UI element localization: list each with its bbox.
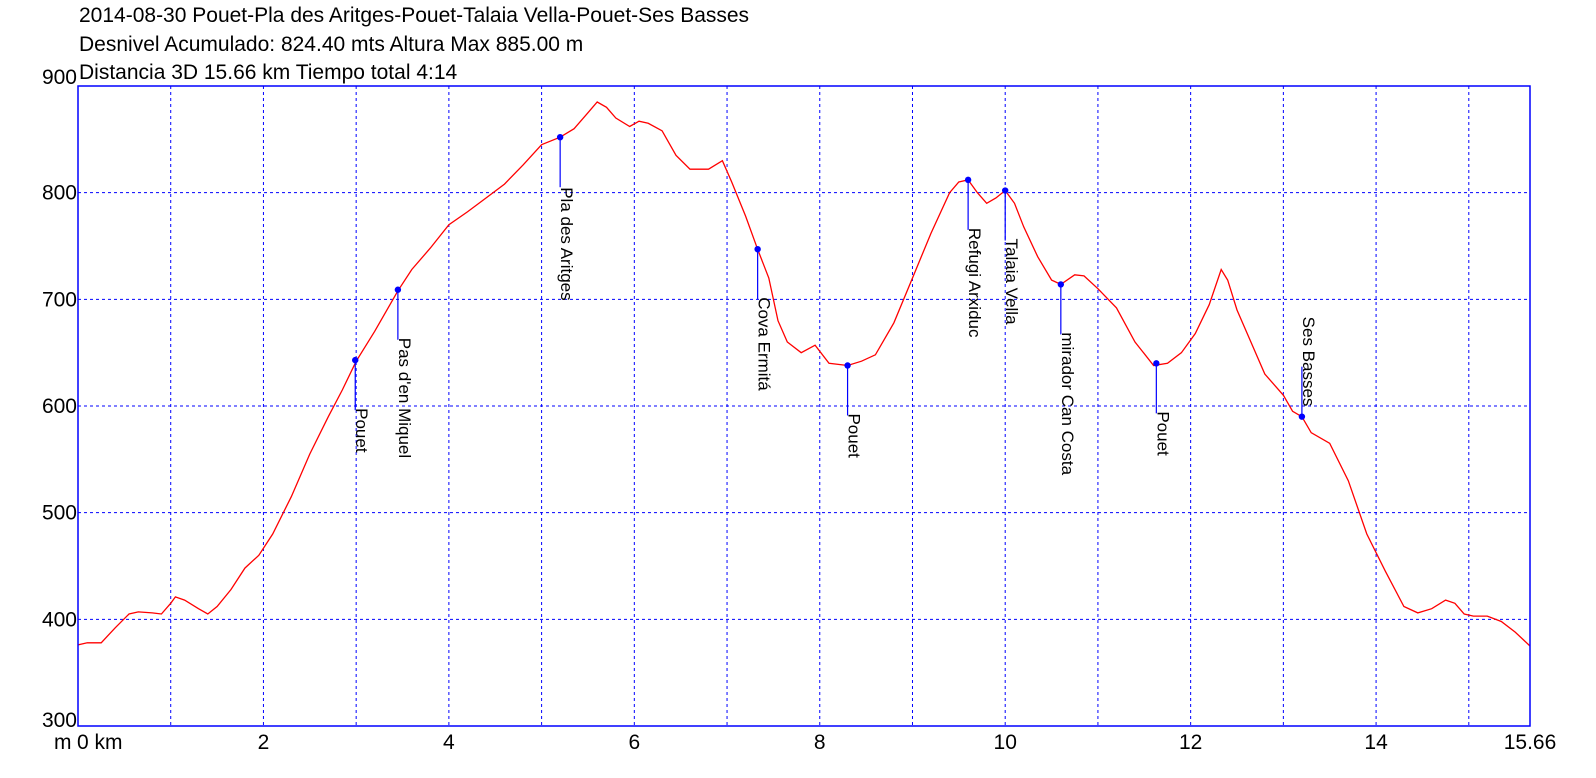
- waypoint-marker: [394, 286, 402, 293]
- x-tick-label: 2: [258, 731, 270, 754]
- x-tick-label: 4: [443, 731, 455, 754]
- elevation-summary: Desnivel Acumulado: 824.40 mts Altura Ma…: [79, 33, 584, 56]
- waypoint-markers: Pouet Pas d'en Miquel Pla des Aritges Cova …: [352, 134, 1318, 476]
- waypoint-label: Talaia Vella: [1002, 239, 1021, 326]
- y-tick-label: 500: [42, 502, 77, 525]
- waypoint-label: Pas d'en Miquel: [395, 338, 414, 458]
- x-tick-label: 12: [1179, 731, 1202, 754]
- waypoint-marker: [1153, 360, 1160, 367]
- waypoint-label: Pouet: [845, 413, 864, 458]
- waypoint: Ses Basses: [1298, 317, 1318, 420]
- waypoint-label: Cova Ermitá: [755, 297, 774, 391]
- waypoint-marker: [964, 176, 972, 184]
- y-tick-label: 400: [42, 608, 77, 631]
- distance-time-summary: Distancia 3D 15.66 km Tiempo total 4:14: [79, 61, 458, 84]
- y-axis-ticks: 300 400 500 600 700 800 900 m: [42, 66, 77, 754]
- y-tick-label: 700: [42, 288, 77, 311]
- waypoint-marker: [754, 246, 761, 253]
- y-unit-label: m: [54, 731, 72, 754]
- elevation-line: [77, 101, 1531, 647]
- waypoint: Talaia Vella: [1002, 187, 1021, 325]
- waypoint-label: mirador Can Costa: [1058, 332, 1077, 475]
- waypoint-marker: [352, 356, 359, 364]
- waypoint-label: Pouet: [1153, 411, 1172, 456]
- x-axis-ticks: 0 km 2 4 6 8 10 12 14 15.66: [77, 731, 1556, 754]
- waypoint-marker: [1057, 281, 1065, 288]
- waypoint: Cova Ermitá: [754, 246, 774, 391]
- waypoint-label: Pouet: [352, 408, 371, 453]
- x-tick-label: 6: [628, 731, 640, 754]
- waypoint-marker: [1002, 187, 1009, 194]
- waypoint-label: Pla des Aritges: [557, 187, 576, 300]
- waypoint: Pouet: [1153, 360, 1172, 456]
- grid-lines: [78, 86, 1530, 726]
- waypoint: Pas d'en Miquel: [394, 286, 414, 458]
- waypoint-marker: [556, 134, 564, 141]
- waypoint: Pla des Aritges: [556, 134, 576, 301]
- chart-title: 2014-08-30 Pouet-Pla des Aritges-Pouet-T…: [79, 4, 750, 27]
- waypoint: Pouet: [844, 362, 864, 458]
- y-tick-label: 600: [42, 395, 77, 418]
- waypoint-label: Ses Basses: [1299, 317, 1318, 407]
- y-tick-label: 900: [42, 66, 77, 89]
- waypoint: Refugi Arxiduc: [964, 176, 984, 338]
- waypoint: mirador Can Costa: [1057, 281, 1077, 476]
- plot-frame: [77, 85, 1531, 727]
- x-tick-label: 15.66: [1504, 731, 1557, 754]
- waypoint-marker: [844, 362, 851, 369]
- x-tick-label: 0 km: [77, 731, 123, 754]
- y-tick-label: 800: [42, 182, 77, 205]
- waypoint-marker: [1298, 413, 1306, 420]
- y-tick-label: 300: [42, 709, 77, 732]
- x-tick-label: 14: [1364, 731, 1388, 754]
- x-tick-label: 8: [814, 731, 826, 754]
- x-tick-label: 10: [994, 731, 1017, 754]
- waypoint: Pouet: [352, 356, 371, 453]
- waypoint-label: Refugi Arxiduc: [965, 228, 984, 338]
